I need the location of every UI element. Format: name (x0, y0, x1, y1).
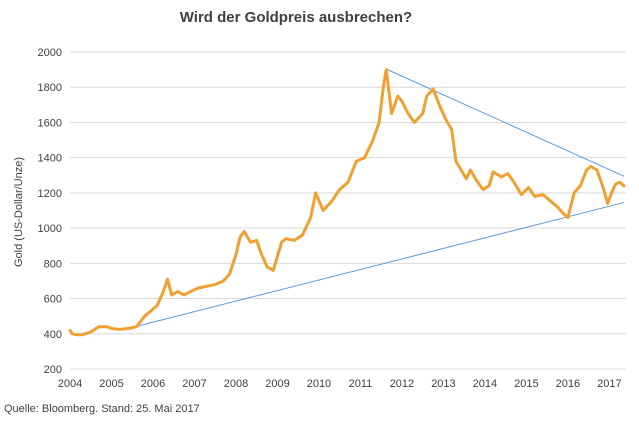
x-tick-label: 2016 (556, 378, 580, 390)
x-tick-label: 2005 (99, 378, 123, 390)
x-axis-tick-labels: 2004 2005 2006 2007 2008 2009 2010 2011 2012 2013… (58, 378, 622, 390)
y-tick-label: 600 (44, 294, 62, 306)
gold-price-line (68, 68, 626, 337)
x-tick-label: 2010 (307, 378, 331, 390)
y-tick-label: 1400 (38, 153, 62, 165)
y-tick-label: 1000 (38, 223, 62, 235)
x-tick-label: 2004 (58, 378, 82, 390)
y-tick-label: 1800 (38, 82, 62, 94)
gridlines (70, 51, 626, 370)
trendline (387, 69, 625, 177)
y-tick-label: 1200 (38, 188, 62, 200)
y-tick-label: 800 (44, 258, 62, 270)
y-tick-label: 2000 (38, 47, 62, 59)
x-tick-label: 2015 (514, 378, 538, 390)
x-tick-label: 2009 (265, 378, 289, 390)
y-tick-label: 1600 (38, 117, 62, 129)
y-axis-title: Gold (US-Dollar/Unze) (13, 157, 25, 267)
x-tick-label: 2011 (349, 378, 373, 390)
x-tick-label: 2006 (141, 378, 165, 390)
series-layer (68, 68, 626, 337)
trendlines (127, 69, 625, 329)
x-tick-label: 2014 (473, 378, 497, 390)
y-tick-label: 400 (44, 329, 62, 341)
source-note: Quelle: Bloomberg. Stand: 25. Mai 2017 (4, 403, 200, 415)
x-tick-label: 2017 (597, 378, 621, 390)
x-tick-label: 2008 (224, 378, 248, 390)
y-tick-label: 200 (44, 364, 62, 376)
x-tick-label: 2013 (431, 378, 455, 390)
x-tick-label: 2007 (182, 378, 206, 390)
y-axis-tick-labels: 200 400 600 800 1000 1200 1400 1600 1800 2000 (38, 47, 62, 376)
chart-title: Wird der Goldpreis ausbrechen? (180, 9, 412, 26)
trendline (127, 202, 625, 329)
x-tick-label: 2012 (390, 378, 414, 390)
